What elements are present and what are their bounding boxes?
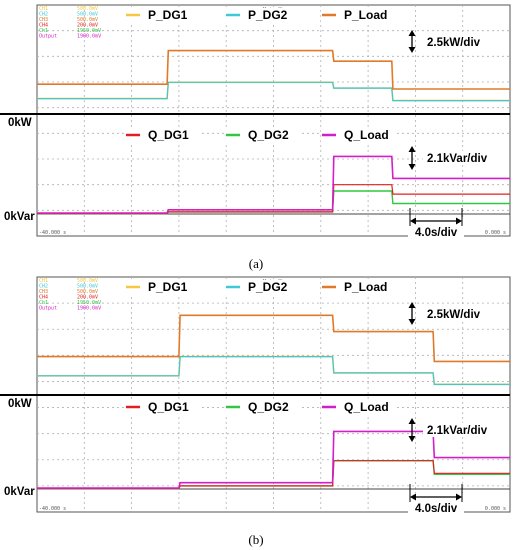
channel-value: 500.0mV xyxy=(77,284,98,290)
series-p-dg2 xyxy=(37,81,510,102)
p-zero-label: 0kW xyxy=(8,398,32,410)
scale-bg xyxy=(423,423,509,437)
channel-value: 1900.0mV xyxy=(77,306,101,312)
channel-tag: CH1 xyxy=(39,278,48,284)
legend-label: P_DG2 xyxy=(248,8,288,22)
series-q-load xyxy=(37,430,510,489)
p-scale-arrow-head-up xyxy=(408,302,416,308)
time-bg xyxy=(408,493,464,515)
legend-label: Q_Load xyxy=(344,128,389,142)
legend-label: Q_DG2 xyxy=(248,128,289,142)
channel-value: 500.0mV xyxy=(77,289,98,295)
scale-bg xyxy=(423,307,503,321)
legend-bg xyxy=(321,128,395,142)
legend-label: Q_DG2 xyxy=(248,400,289,414)
channel-tag: Ch1 xyxy=(39,300,48,306)
q-zero-label: 0kVar xyxy=(4,211,35,223)
q-zero-label: 0kVar xyxy=(4,486,35,498)
channel-value: 1900.0mV xyxy=(77,34,101,40)
channel-value: 500.0mV xyxy=(77,12,98,18)
legend-bg xyxy=(125,280,195,294)
channel-value: 1950.0mV xyxy=(77,28,101,34)
channel-value: 200.0mV xyxy=(77,295,98,301)
legend-bg xyxy=(125,8,195,22)
legend-label: P_DG1 xyxy=(148,8,188,22)
q-scale-arrow-head-up xyxy=(408,418,416,424)
p-zero-label: 0kW xyxy=(8,117,32,129)
scope-panel: CH1 500.0mV CH2 500.0mV CH3 500.0mV CH4 200.0mV… xyxy=(0,276,511,515)
legend-bg xyxy=(225,400,299,414)
legend-bg xyxy=(321,280,391,294)
legend-label: Q_Load xyxy=(344,400,389,414)
channel-value: 500.0mV xyxy=(77,278,98,284)
time-arrow-head-left xyxy=(410,217,416,225)
legend-bg xyxy=(225,8,295,22)
time-right-label: 0.000 s xyxy=(485,230,506,236)
series-p-load xyxy=(37,49,510,90)
legend-label: Q_DG1 xyxy=(148,400,189,414)
q-scale-arrow-head-up xyxy=(408,146,416,152)
channel-value: 500.0mV xyxy=(77,17,98,23)
series-q-load xyxy=(37,155,510,214)
time-scale-label: 4.0s/div xyxy=(415,503,458,515)
panel-caption: (a) xyxy=(249,256,263,271)
panel-caption: (b) xyxy=(248,532,263,547)
channel-value: 200.0mV xyxy=(77,23,98,29)
legend-bg xyxy=(125,400,199,414)
legend-label: Q_DG1 xyxy=(148,128,189,142)
scale-bg xyxy=(423,35,503,49)
p-scale-label: 2.5kW/div xyxy=(427,309,481,321)
time-left-label: -40.000 s xyxy=(39,506,66,512)
channel-tag: CH2 xyxy=(39,12,48,18)
legend-label: P_DG2 xyxy=(248,280,288,294)
channel-tag: Output xyxy=(39,306,57,312)
channel-tag: CH2 xyxy=(39,284,48,290)
p-scale-arrow-head-down xyxy=(408,47,416,53)
channel-tag: Ch1 xyxy=(39,28,48,34)
series-q-dg2 xyxy=(37,460,510,490)
q-scale-arrow-head-down xyxy=(408,164,416,170)
time-left-label: -40.000 s xyxy=(39,230,66,236)
channel-value: 500.0mV xyxy=(77,6,98,12)
channel-tag: CH3 xyxy=(39,289,48,295)
q-scale-arrow-head-down xyxy=(408,436,416,442)
p-scale-arrow-head-up xyxy=(408,30,416,36)
channel-tag: CH4 xyxy=(39,23,48,29)
channel-value: 1950.0mV xyxy=(77,300,101,306)
q-scale-label: 2.1kVar/div xyxy=(427,425,488,437)
time-right-label: 0.000 s xyxy=(485,506,506,512)
p-scale-arrow-head-down xyxy=(408,319,416,325)
series-p-load xyxy=(37,314,510,363)
scope-panel: CH1 500.0mV CH2 500.0mV CH3 500.0mV CH4 200.0mV… xyxy=(0,4,511,239)
channel-tag: CH4 xyxy=(39,295,48,301)
legend-bg xyxy=(321,400,395,414)
scale-bg xyxy=(423,151,509,165)
channel-tag: CH1 xyxy=(39,6,48,12)
time-bg xyxy=(408,217,464,239)
channel-tag: Output xyxy=(39,34,57,40)
time-arrow-head-right xyxy=(456,493,462,501)
legend-label: P_DG1 xyxy=(148,280,188,294)
channel-tag: CH3 xyxy=(39,17,48,23)
legend-bg xyxy=(225,128,299,142)
series-p-dg2 xyxy=(37,356,510,385)
legend-bg xyxy=(225,280,295,294)
time-arrow-head-left xyxy=(410,493,416,501)
q-scale-label: 2.1kVar/div xyxy=(427,153,488,165)
legend-bg xyxy=(321,8,391,22)
legend-label: P_Load xyxy=(344,8,387,22)
time-arrow-head-right xyxy=(456,217,462,225)
legend-bg xyxy=(125,128,199,142)
time-scale-label: 4.0s/div xyxy=(415,227,458,239)
legend-label: P_Load xyxy=(344,280,387,294)
p-scale-label: 2.5kW/div xyxy=(427,37,481,49)
